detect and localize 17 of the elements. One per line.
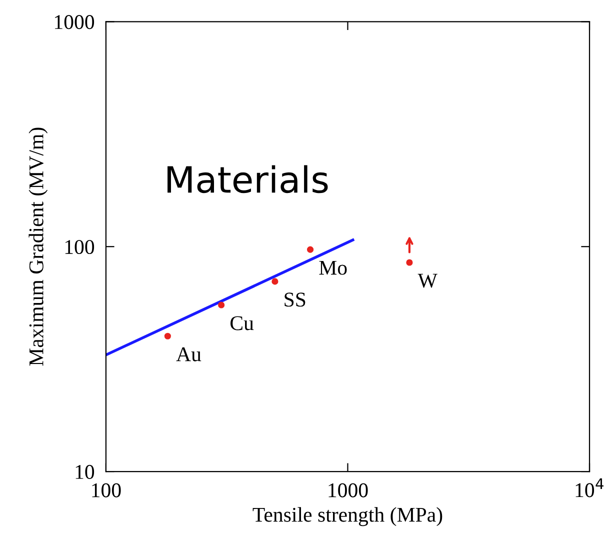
annotation: W	[418, 274, 438, 288]
annotation: SS	[284, 292, 306, 307]
y-axis-title: Maximum Gradient (MV/m)	[28, 128, 48, 366]
x-tick-label: 1000	[328, 483, 368, 498]
point	[272, 278, 278, 285]
point	[164, 332, 171, 340]
point	[218, 302, 225, 308]
y-tick-label: 1000	[55, 15, 94, 30]
annotation: Mo	[319, 260, 347, 275]
x-axis-title: Tensile strength (MPa)	[252, 507, 442, 526]
annotation: Cu	[230, 316, 254, 330]
annotation: Au	[176, 347, 202, 362]
x-tick-label: 10$^{4}$	[576, 478, 604, 498]
annotation: Materials	[168, 165, 328, 194]
y-tick-label: 100	[65, 240, 94, 254]
x-tick-label: 100	[92, 483, 121, 498]
y-tick-label: 10	[76, 464, 94, 479]
